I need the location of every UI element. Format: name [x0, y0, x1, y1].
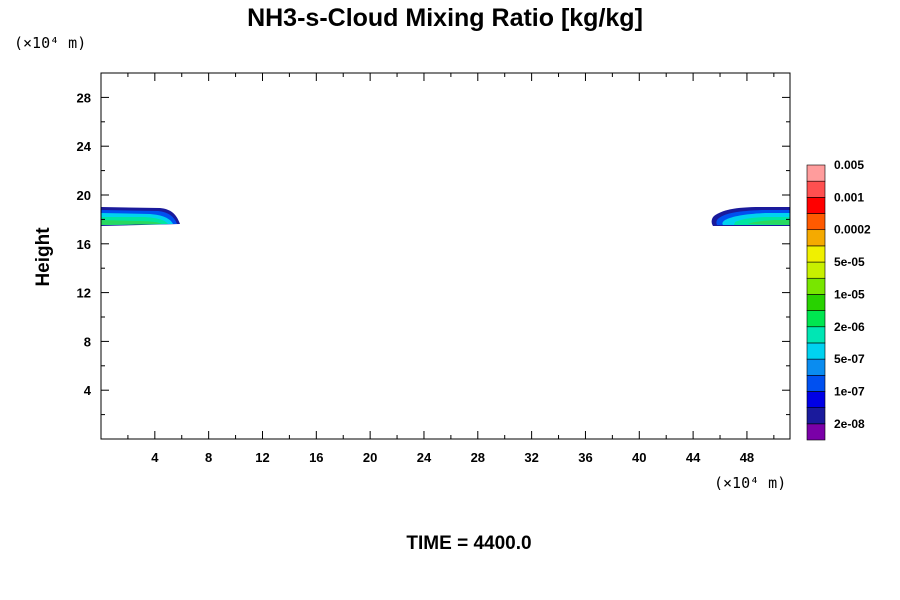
colorbar-swatch	[806, 423, 826, 441]
x-tick-label: 36	[578, 450, 592, 465]
colorbar-swatch	[806, 374, 826, 392]
x-tick-label: 20	[363, 450, 377, 465]
y-axis-label: Height	[33, 227, 54, 287]
colorbar-label: 0.0002	[834, 223, 871, 237]
colorbar-swatch	[806, 164, 826, 182]
colorbar-swatch	[806, 261, 826, 279]
x-tick-label: 12	[255, 450, 269, 465]
colorbar-swatch	[806, 213, 826, 231]
y-tick-label: 4	[84, 383, 92, 398]
y-unit-label: (×10⁴ m)	[14, 34, 86, 52]
y-axis-ticks: 4 8 12 16 20 24 28	[77, 90, 790, 416]
x-unit-label: (×10⁴ m)	[714, 474, 786, 492]
y-tick-label: 24	[77, 139, 92, 154]
cloud-left	[101, 207, 180, 226]
x-tick-label: 24	[417, 450, 432, 465]
colorbar-label: 5e-07	[834, 352, 865, 366]
colorbar-label: 1e-07	[834, 384, 865, 398]
colorbar-swatch	[806, 342, 826, 360]
colorbar-swatch	[806, 358, 826, 376]
y-tick-label: 20	[77, 188, 91, 203]
colorbar-swatch	[806, 229, 826, 247]
x-axis-ticks: 4 8 12 16 20 24 28 32 36 40 44 48	[127, 73, 775, 465]
y-tick-label: 12	[77, 286, 91, 301]
colorbar-label: 0.001	[834, 190, 864, 204]
y-tick-label: 16	[77, 237, 91, 252]
plot-frame	[100, 72, 791, 440]
cloud-left-core	[101, 220, 162, 225]
y-tick-label: 28	[77, 90, 91, 105]
colorbar-swatch	[806, 407, 826, 425]
x-tick-label: 16	[309, 450, 323, 465]
colorbar-swatch	[806, 245, 826, 263]
colorbar-swatch	[806, 180, 826, 198]
cloud-right	[711, 207, 790, 226]
y-tick-label: 8	[84, 334, 91, 349]
colorbar-swatch	[806, 277, 826, 295]
colorbar-swatch	[806, 326, 826, 344]
colorbar-label: 2e-08	[834, 417, 865, 431]
chart-title: NH3-s-Cloud Mixing Ratio [kg/kg]	[247, 4, 643, 32]
colorbar-swatch	[806, 294, 826, 311]
colorbar-label: 2e-06	[834, 320, 865, 334]
x-tick-label: 4	[151, 450, 159, 465]
x-tick-label: 32	[524, 450, 538, 465]
colorbar-swatch	[806, 310, 826, 328]
x-tick-label: 40	[632, 450, 646, 465]
colorbar-label: 0.005	[834, 158, 864, 172]
colorbar: 2e-08 1e-07 5e-07 2e-06 1e-05 5e-05 0.0002 0.00…	[806, 158, 871, 441]
colorbar-swatch	[806, 197, 826, 214]
colorbar-swatch	[806, 391, 826, 408]
colorbar-label: 1e-05	[834, 287, 865, 301]
cloud-right-core	[748, 220, 790, 225]
x-tick-label: 48	[740, 450, 754, 465]
x-tick-label: 28	[471, 450, 485, 465]
x-tick-label: 8	[205, 450, 212, 465]
x-tick-label: 44	[686, 450, 701, 465]
colorbar-label: 5e-05	[834, 255, 865, 269]
time-label: TIME = 4400.0	[406, 533, 531, 554]
